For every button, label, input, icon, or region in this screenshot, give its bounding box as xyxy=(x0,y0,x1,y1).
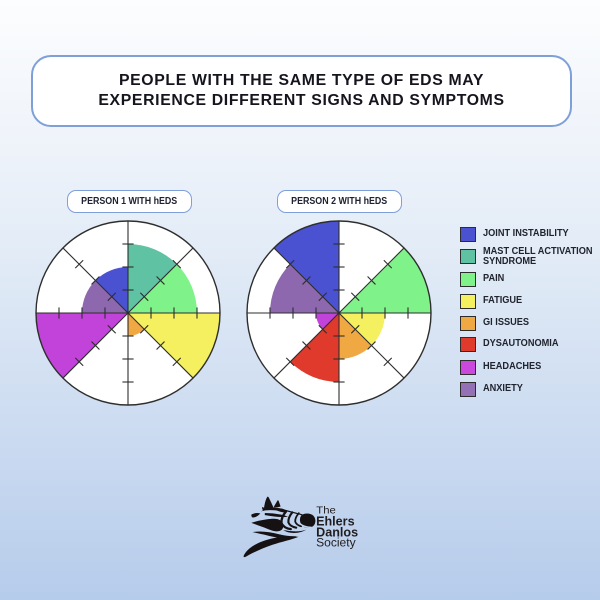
svg-text:Ehlers: Ehlers xyxy=(316,515,355,529)
svg-text:The: The xyxy=(316,505,336,516)
svg-text:Danlos: Danlos xyxy=(316,525,358,539)
svg-text:Society: Society xyxy=(316,536,356,550)
